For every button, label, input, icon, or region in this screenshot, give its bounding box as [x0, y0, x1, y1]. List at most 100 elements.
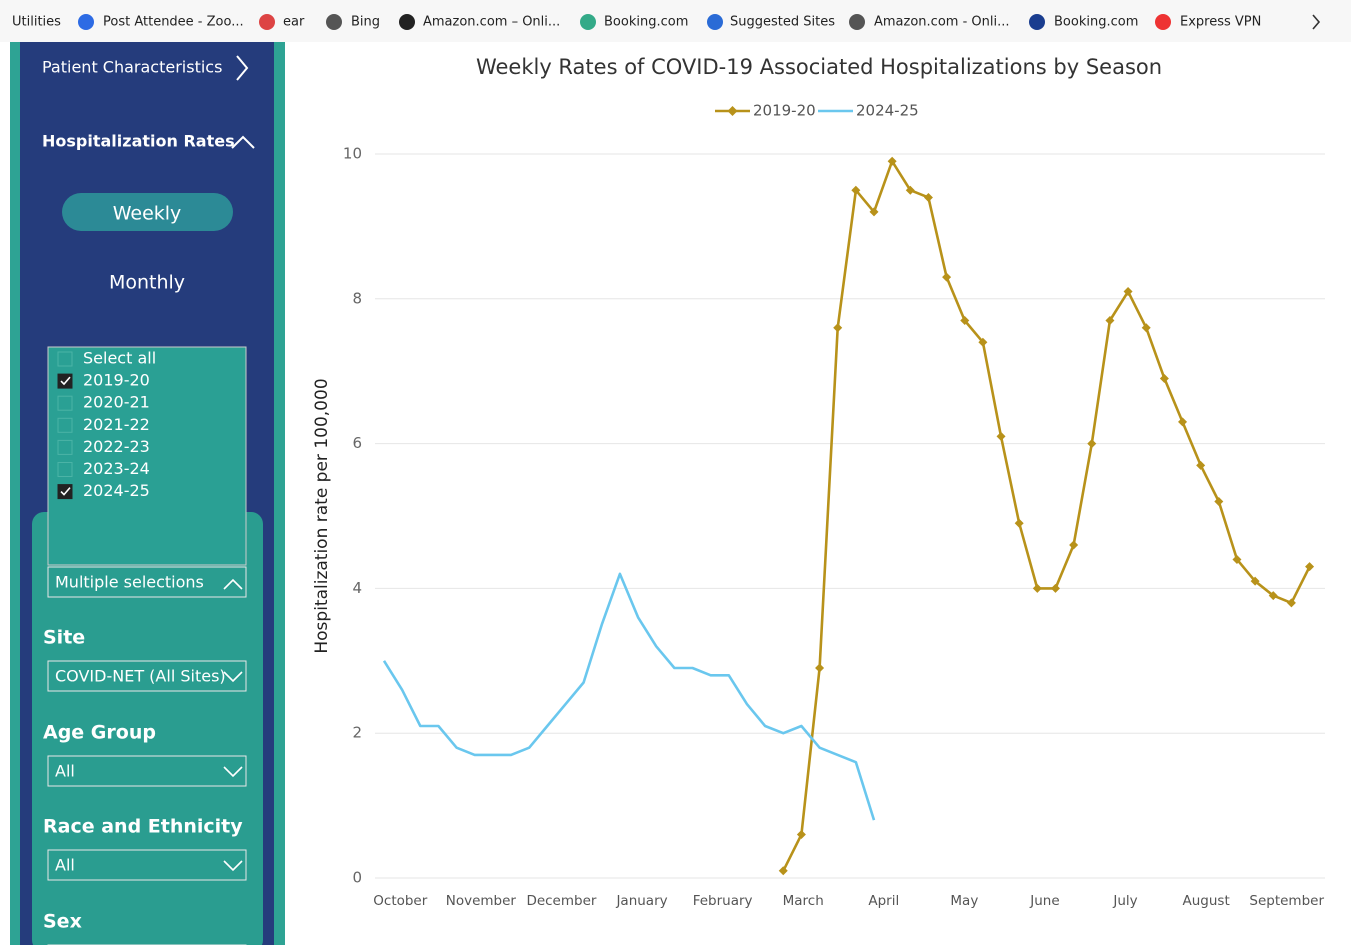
bookmark[interactable]: ear	[283, 15, 305, 30]
y-tick-label: 4	[352, 579, 362, 597]
bookmark-icon	[1029, 14, 1045, 30]
x-tick-label: November	[446, 893, 517, 909]
season-option[interactable]: 2021-22	[83, 415, 150, 434]
checkbox[interactable]	[57, 439, 73, 455]
data-point	[1159, 373, 1169, 383]
data-point	[1250, 576, 1260, 586]
x-tick-label: September	[1249, 893, 1324, 909]
season-option[interactable]: Select all	[83, 349, 156, 368]
bookmark-icon	[399, 14, 415, 30]
legend-label: 2024-25	[856, 102, 919, 120]
dropdown-value: All	[55, 856, 75, 875]
chevron-right[interactable]	[236, 55, 249, 81]
nav-section[interactable]: Hospitalization Rates	[42, 132, 235, 151]
data-point	[905, 185, 915, 195]
sidebar-edge	[10, 42, 20, 945]
x-tick-label: January	[615, 893, 667, 909]
data-point	[1141, 323, 1151, 333]
bookmark[interactable]: Amazon.com – Onli...	[423, 15, 560, 30]
y-tick-label: 10	[343, 145, 362, 163]
season-option[interactable]: 2022-23	[83, 437, 150, 456]
bookmark[interactable]: Bing	[351, 15, 380, 30]
data-point	[1268, 591, 1278, 601]
bookmark[interactable]: Express VPN	[1180, 15, 1261, 30]
data-point	[778, 866, 788, 876]
bookmark-icon	[707, 14, 723, 30]
x-tick-label: December	[526, 893, 596, 909]
data-point	[887, 156, 897, 166]
data-point	[960, 316, 970, 326]
data-point	[978, 337, 988, 347]
data-point	[1214, 497, 1224, 507]
checkbox[interactable]	[57, 462, 73, 477]
season-option[interactable]: 2020-21	[83, 393, 150, 412]
y-tick-label: 2	[352, 724, 362, 742]
bookmark[interactable]: Booking.com	[604, 15, 688, 30]
series-line	[382, 572, 876, 821]
data-point	[942, 272, 952, 282]
chevron-up[interactable]	[231, 135, 255, 149]
data-point	[1286, 598, 1296, 608]
checkbox[interactable]	[57, 484, 73, 500]
x-tick-label: May	[950, 893, 978, 909]
season-option[interactable]: 2023-24	[83, 459, 150, 478]
dropdown-value: All	[55, 762, 75, 781]
x-tick-label: June	[1029, 893, 1059, 909]
bookmark-icon	[1155, 14, 1171, 30]
checkbox[interactable]	[57, 395, 73, 411]
data-point	[1123, 287, 1133, 297]
weekly-button[interactable]	[62, 193, 233, 231]
y-tick-label: 8	[352, 289, 362, 307]
x-tick-label: October	[373, 893, 427, 909]
data-point	[1014, 518, 1024, 528]
bookmark[interactable]: Amazon.com - Onli...	[874, 15, 1009, 30]
season-option[interactable]: 2019-20	[83, 371, 150, 390]
dropdown-box[interactable]	[47, 660, 247, 692]
bookmark[interactable]: Booking.com	[1054, 15, 1138, 30]
checkbox[interactable]	[57, 373, 73, 389]
checkbox[interactable]	[57, 417, 73, 433]
x-tick-label: July	[1112, 893, 1137, 909]
data-point	[1032, 583, 1042, 593]
data-point	[1069, 540, 1079, 550]
more-bookmarks[interactable]	[1312, 14, 1321, 30]
dropdown-arrow	[223, 766, 243, 778]
legend-marker	[727, 106, 738, 116]
data-point	[1196, 460, 1206, 470]
bookmark[interactable]: Utilities	[12, 15, 61, 30]
dropdown-box[interactable]	[47, 566, 247, 598]
rate-button[interactable]: Monthly	[109, 272, 185, 294]
season-option[interactable]: 2024-25	[83, 481, 150, 500]
x-tick-label: April	[868, 893, 899, 909]
dropdown-arrow	[223, 578, 243, 590]
y-tick-label: 6	[352, 434, 362, 452]
data-point	[1050, 583, 1060, 593]
dropdown-box[interactable]	[47, 755, 247, 787]
data-point	[869, 207, 879, 217]
x-tick-label: August	[1183, 893, 1230, 909]
bookmark[interactable]: Suggested Sites	[730, 15, 835, 30]
filter-label: Age Group	[43, 722, 156, 744]
x-tick-label: February	[693, 893, 753, 909]
filter-label: Sex	[43, 911, 82, 933]
checkmark	[60, 487, 71, 496]
checkbox[interactable]	[57, 351, 73, 367]
dropdown-list	[47, 346, 247, 566]
data-point	[815, 663, 825, 673]
sidebar-edge	[274, 42, 285, 945]
nav-section[interactable]: Patient Characteristics	[42, 58, 222, 77]
rate-button[interactable]: Weekly	[113, 203, 182, 225]
data-point	[1232, 554, 1242, 564]
x-tick-label: March	[783, 893, 824, 909]
data-point	[1178, 417, 1188, 427]
data-point	[833, 323, 843, 333]
bookmark[interactable]: Post Attendee - Zoo...	[103, 15, 244, 30]
y-tick-label: 0	[352, 869, 362, 887]
data-point	[996, 431, 1006, 441]
data-point	[1305, 562, 1315, 572]
checkmark	[60, 376, 71, 386]
dropdown-value: Multiple selections	[55, 573, 204, 592]
filter-label: Race and Ethnicity	[43, 816, 243, 838]
dropdown-box[interactable]	[47, 849, 247, 881]
